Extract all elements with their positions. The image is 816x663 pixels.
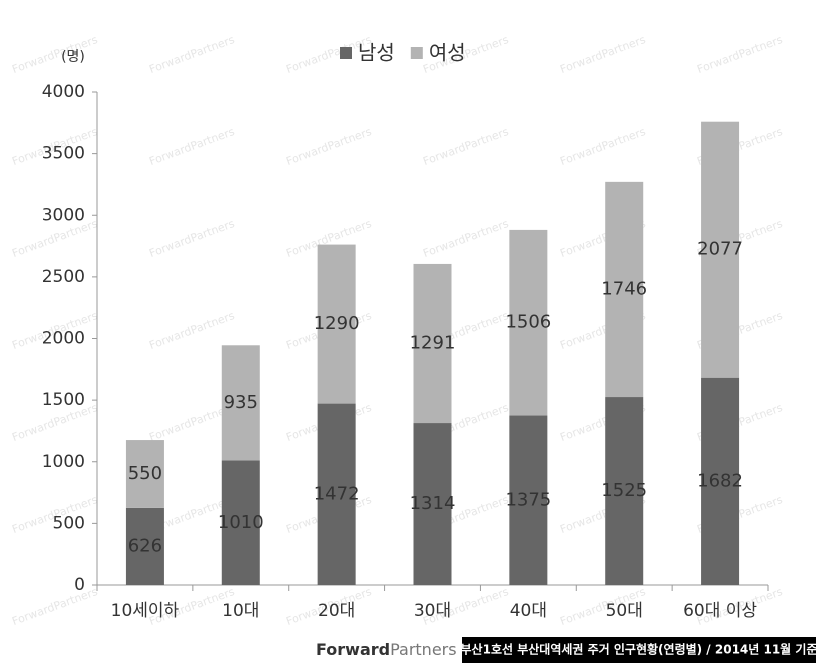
data-label: 1290 <box>314 313 360 334</box>
legend-swatch <box>410 47 423 59</box>
bar-segment <box>605 181 644 398</box>
data-label: 1375 <box>505 489 551 510</box>
legend-label: 남성 <box>358 41 395 65</box>
watermark: ForwardPartners <box>421 125 510 168</box>
bar-segment <box>413 263 452 424</box>
watermark: ForwardPartners <box>421 217 510 260</box>
bar-segment <box>605 397 644 585</box>
x-tick-label: 10세이하 <box>111 601 180 621</box>
footer-bar <box>462 637 816 663</box>
bar-segment <box>509 415 548 585</box>
legend-label: 여성 <box>429 41 466 65</box>
watermark: ForwardPartners <box>147 217 236 260</box>
y-tick-label: 2000 <box>42 329 85 349</box>
bar-segment <box>125 507 164 585</box>
watermark: ForwardPartners <box>10 33 99 76</box>
data-label: 1314 <box>410 493 456 514</box>
watermark: ForwardPartners <box>147 33 236 76</box>
y-tick-label: 3000 <box>42 205 85 225</box>
data-label: 1291 <box>410 332 456 353</box>
data-label: 1010 <box>218 512 264 533</box>
y-tick-label: 1000 <box>42 452 85 472</box>
unit-label: (명) <box>61 49 85 65</box>
x-tick-label: 50대 <box>606 601 643 621</box>
footer-left <box>0 637 462 663</box>
watermark: ForwardPartners <box>284 125 373 168</box>
y-tick-label: 0 <box>74 575 85 595</box>
footer-caption: 부산1호선 부산대역세권 주거 인구현황(연령별) / 2014년 11월 기준 <box>461 642 816 657</box>
footer-logo: ForwardPartners <box>316 640 457 659</box>
data-label: 1682 <box>697 470 743 491</box>
data-label: 2077 <box>697 239 743 260</box>
watermark: ForwardPartners <box>558 33 647 76</box>
data-label: 1506 <box>505 312 551 333</box>
data-label: 1525 <box>601 480 647 501</box>
x-tick-label: 30대 <box>414 601 451 621</box>
bar-segment <box>701 377 740 585</box>
y-tick-label: 3500 <box>42 144 85 164</box>
bar-segment <box>317 403 356 585</box>
data-label: 1746 <box>601 278 647 299</box>
x-tick-label: 40대 <box>510 601 547 621</box>
bar-segment <box>221 345 260 461</box>
logo-part: Forward <box>316 640 390 659</box>
data-label: 1472 <box>314 483 360 504</box>
data-label: 626 <box>128 535 162 556</box>
bar-segment <box>317 244 356 404</box>
bar-segment <box>701 121 740 378</box>
logo-part: Partners <box>390 640 456 659</box>
data-label: 935 <box>224 392 258 413</box>
y-tick-label: 4000 <box>42 82 85 102</box>
legend-swatch <box>340 47 352 59</box>
watermark: ForwardPartners <box>10 585 99 628</box>
bar-segment <box>509 229 548 416</box>
watermark: ForwardPartners <box>558 125 647 168</box>
watermark: ForwardPartners <box>147 125 236 168</box>
x-tick-label: 60대 이상 <box>683 601 757 621</box>
bar-segment <box>413 423 452 585</box>
watermark: ForwardPartners <box>695 33 784 76</box>
data-label: 550 <box>128 463 162 484</box>
x-tick-label: 10대 <box>222 601 259 621</box>
bar-segment <box>221 460 260 585</box>
bar-segment <box>125 440 164 508</box>
y-tick-label: 500 <box>53 513 85 533</box>
y-tick-label: 1500 <box>42 390 85 410</box>
y-tick-label: 2500 <box>42 267 85 287</box>
x-tick-label: 20대 <box>318 601 355 621</box>
